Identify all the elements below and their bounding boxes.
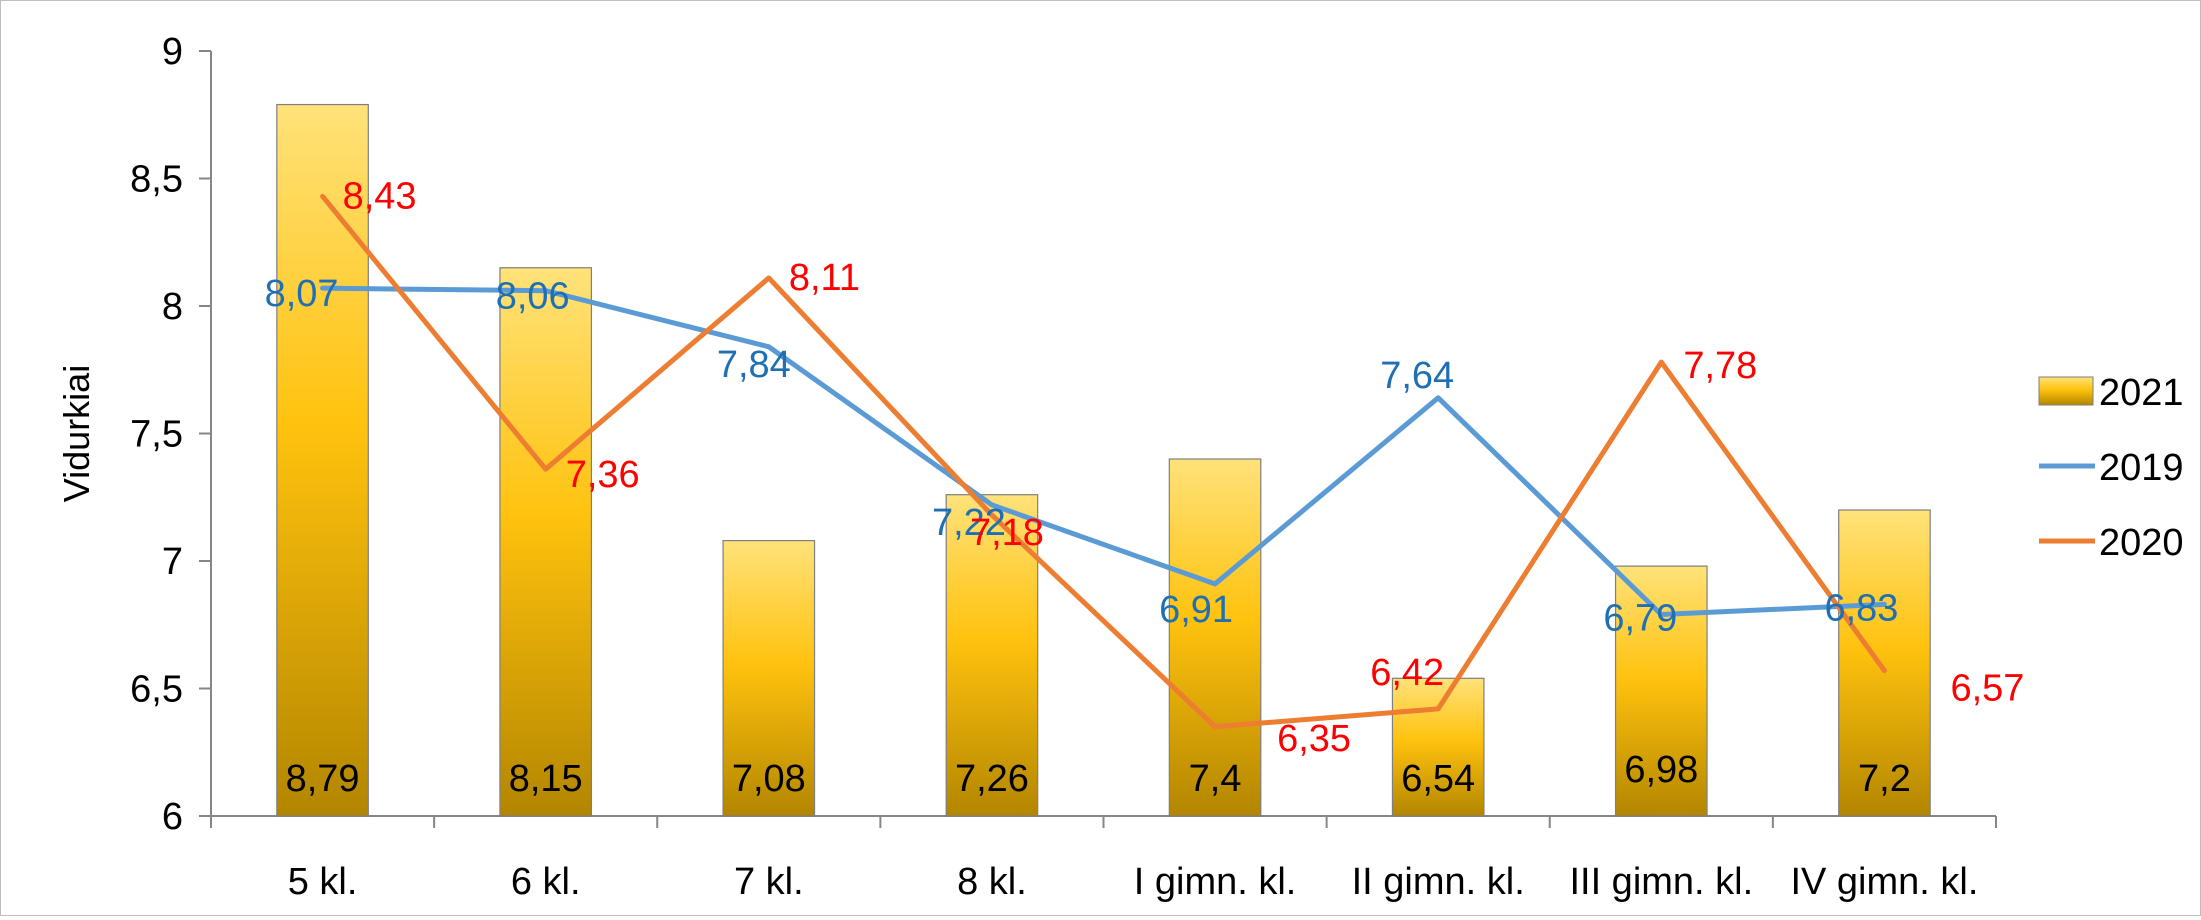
line-data-label-2020: 8,43 <box>343 175 417 217</box>
data-labels: 8,79 8,15 7,08 7,26 7,4 6,54 6,98 7,2 8,07 8,06 7,… <box>265 175 2025 800</box>
line-data-label-2019: 7,22 <box>932 502 1006 544</box>
legend-swatch-bar <box>2038 376 2094 406</box>
bar <box>722 539 816 817</box>
y-tick-label: 7,5 <box>130 414 183 456</box>
bar-data-label: 6,98 <box>1624 749 1698 791</box>
line-data-label-2019: 8,07 <box>265 273 339 315</box>
x-tick-label: II gimn. kl. <box>1352 861 1525 903</box>
y-tick-label: 6,5 <box>130 669 183 711</box>
bar-data-label: 8,15 <box>509 758 583 800</box>
axes: 6 6,5 7 7,5 8 8,5 9 5 kl. 6 kl. 7 kl. 8 kl. I gimn.… <box>130 31 1997 903</box>
x-tick-label: I gimn. kl. <box>1134 861 1297 903</box>
line-data-label-2019: 6,79 <box>1603 598 1677 640</box>
bar-series-2021 <box>276 103 1931 817</box>
y-axis-title: Vidurkiai <box>56 365 97 502</box>
y-tick-label: 8,5 <box>130 159 183 201</box>
line-series <box>320 193 1887 730</box>
bar <box>276 103 369 817</box>
x-tick-label: 8 kl. <box>957 861 1027 903</box>
legend-label: 2021 <box>2099 372 2184 414</box>
bar <box>1838 509 1931 817</box>
x-tick-label: III gimn. kl. <box>1569 861 1753 903</box>
bar-data-label: 8,79 <box>286 758 360 800</box>
y-tick-label: 6 <box>162 796 183 838</box>
line-data-label-2020: 6,35 <box>1277 718 1351 760</box>
line-data-label-2020: 7,18 <box>970 512 1044 554</box>
x-tick-label: 6 kl. <box>511 861 581 903</box>
line-data-label-2020: 7,36 <box>566 454 640 496</box>
x-tick-label: 5 kl. <box>288 861 358 903</box>
x-tick-label: IV gimn. kl. <box>1790 861 1978 903</box>
bar <box>1391 677 1485 817</box>
bar-data-label: 7,4 <box>1189 758 1242 800</box>
line-data-label-2019: 7,84 <box>717 344 791 386</box>
series-line-2020 <box>320 193 1887 730</box>
line-data-label-2019: 7,64 <box>1380 355 1454 397</box>
y-tick-label: 8 <box>162 286 183 328</box>
bar <box>1168 458 1262 817</box>
legend-label: 2020 <box>2099 522 2184 564</box>
y-tick-label: 9 <box>162 31 183 73</box>
bar <box>499 267 593 817</box>
line-data-label-2020: 6,57 <box>1950 668 2024 710</box>
bar <box>1614 565 1708 817</box>
bar-data-label: 7,2 <box>1858 758 1911 800</box>
bar <box>945 494 1039 817</box>
legend-label: 2019 <box>2099 447 2184 489</box>
line-data-label-2020: 7,78 <box>1683 345 1757 387</box>
line-data-label-2020: 6,42 <box>1370 652 1444 694</box>
line-data-label-2019: 6,83 <box>1824 587 1898 629</box>
bar-data-label: 7,08 <box>732 758 806 800</box>
line-data-label-2019: 8,06 <box>496 276 570 318</box>
bar-data-label: 6,54 <box>1401 758 1475 800</box>
series-line-2019 <box>320 285 1887 618</box>
line-data-label-2019: 6,91 <box>1159 589 1233 631</box>
line-data-label-2020: 8,11 <box>789 257 860 299</box>
bar-data-label: 7,26 <box>955 758 1029 800</box>
y-tick-label: 7 <box>162 541 183 583</box>
legend: 2021 2019 2020 <box>2038 372 2184 564</box>
x-tick-label: 7 kl. <box>734 861 804 903</box>
